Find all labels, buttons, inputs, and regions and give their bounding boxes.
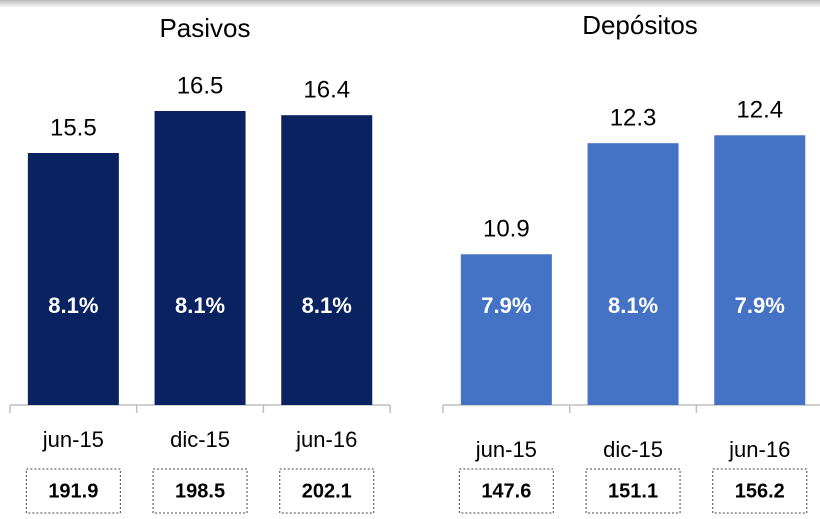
total-label: 156.2 — [735, 480, 785, 502]
value-label: 16.5 — [177, 72, 224, 99]
total-label: 198.5 — [175, 480, 225, 502]
value-label: 16.4 — [303, 77, 350, 104]
total-box — [712, 468, 808, 514]
value-label: 12.4 — [736, 97, 783, 124]
inner-label: 8.1% — [48, 293, 98, 318]
bar — [154, 111, 246, 405]
total-label: 191.9 — [48, 480, 98, 502]
total-box — [585, 468, 681, 514]
x-tick-label: dic-15 — [603, 437, 663, 462]
bar — [460, 254, 552, 405]
total-box — [25, 468, 121, 514]
total-box — [152, 468, 248, 514]
x-tick-label: jun-16 — [728, 437, 790, 462]
total-box — [458, 468, 554, 514]
inner-label: 7.9% — [735, 293, 785, 318]
total-label: 202.1 — [302, 480, 352, 502]
bar — [281, 115, 373, 405]
value-label: 10.9 — [483, 216, 530, 243]
total-box — [279, 468, 375, 514]
value-label: 15.5 — [50, 114, 97, 141]
value-label: 12.3 — [610, 105, 657, 132]
chart-title: Pasivos — [159, 13, 250, 43]
bar — [714, 135, 806, 405]
inner-label: 7.9% — [481, 293, 531, 318]
x-tick-label: jun-16 — [295, 427, 357, 452]
bar — [27, 153, 119, 405]
x-tick-label: dic-15 — [170, 427, 230, 452]
x-tick-label: jun-15 — [42, 427, 104, 452]
total-label: 147.6 — [481, 480, 531, 502]
inner-label: 8.1% — [302, 293, 352, 318]
bar — [587, 143, 679, 405]
chart-title: Depósitos — [582, 10, 698, 40]
x-tick-label: jun-15 — [475, 437, 537, 462]
top-shade — [0, 0, 820, 8]
inner-label: 8.1% — [608, 293, 658, 318]
inner-label: 8.1% — [175, 293, 225, 318]
total-label: 151.1 — [608, 480, 658, 502]
